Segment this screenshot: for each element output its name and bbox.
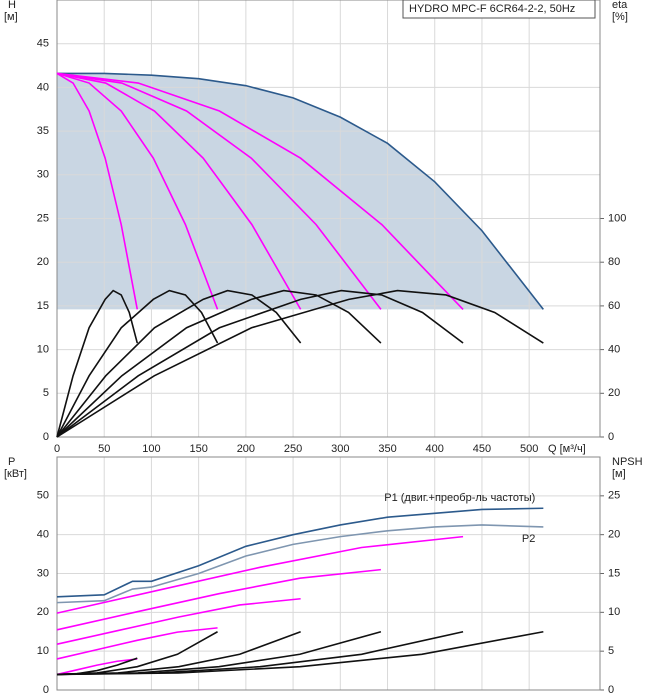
curve — [56, 289, 139, 438]
y-tick-label: 40 — [37, 81, 49, 93]
x-axis-label: Q [м³/ч] — [548, 443, 586, 455]
curve — [56, 630, 544, 676]
curve — [56, 627, 218, 660]
y-tick-label: 0 — [43, 684, 49, 696]
y-tick-label: 20 — [37, 256, 49, 268]
y2-axis-label: eta — [612, 0, 628, 11]
curve-label: P1 (двиг.+преобр-ль частоты) — [384, 492, 535, 504]
y-tick-label: 40 — [37, 529, 49, 541]
y-axis-unit: [м] — [4, 11, 18, 23]
curve — [56, 524, 544, 604]
x-tick-label: 500 — [520, 443, 538, 455]
operating-area — [57, 73, 544, 310]
x-tick-label: 400 — [426, 443, 444, 455]
y2-tick-label: 10 — [608, 606, 620, 618]
y2-tick-label: 0 — [608, 684, 614, 696]
y-tick-label: 45 — [37, 38, 49, 50]
title-box — [402, 0, 596, 19]
curve — [56, 289, 219, 438]
y2-tick-label: 80 — [608, 256, 620, 268]
y-tick-label: 5 — [43, 387, 49, 399]
curve — [56, 289, 544, 438]
y-tick-label: 10 — [37, 344, 49, 356]
curve — [57, 72, 544, 310]
y-tick-label: 30 — [37, 169, 49, 181]
x-tick-label: 0 — [54, 443, 60, 455]
plot-border — [56, 456, 601, 691]
curve — [56, 507, 544, 598]
y2-tick-label: 20 — [608, 529, 620, 541]
y2-tick-label: 100 — [608, 212, 626, 224]
curve — [56, 658, 138, 676]
curve — [56, 289, 464, 438]
curve — [56, 72, 464, 310]
x-tick-label: 300 — [331, 443, 349, 455]
y2-tick-label: 40 — [608, 344, 620, 356]
curve — [56, 535, 464, 614]
y2-axis-unit: [м] — [612, 468, 626, 480]
y-tick-label: 25 — [37, 212, 49, 224]
x-tick-label: 50 — [98, 443, 110, 455]
y2-axis-label: NPSH — [612, 456, 643, 468]
curve — [56, 72, 139, 310]
y2-tick-label: 5 — [608, 645, 614, 657]
x-tick-label: 450 — [473, 443, 491, 455]
y2-tick-label: 15 — [608, 567, 620, 579]
curve-label: P2 — [522, 533, 535, 545]
curve — [56, 568, 381, 631]
y-tick-label: 10 — [37, 645, 49, 657]
y-tick-label: 15 — [37, 300, 49, 312]
curve — [56, 72, 302, 310]
y2-tick-label: 60 — [608, 300, 620, 312]
y2-tick-label: 0 — [608, 431, 614, 443]
y-axis-label: P — [8, 456, 15, 468]
y-axis-unit: [кВт] — [4, 468, 27, 480]
y-tick-label: 30 — [37, 567, 49, 579]
curve — [56, 72, 219, 310]
y-tick-label: 0 — [43, 431, 49, 443]
curve — [56, 289, 382, 438]
chart-title: HYDRO MPC-F 6CR64-2-2, 50Hz — [409, 3, 575, 15]
y-tick-label: 20 — [37, 606, 49, 618]
y-axis-label: H — [8, 0, 16, 11]
y2-tick-label: 25 — [608, 490, 620, 502]
x-tick-label: 100 — [142, 443, 160, 455]
x-tick-label: 250 — [284, 443, 302, 455]
y-tick-label: 50 — [37, 490, 49, 502]
plot-border — [56, 0, 601, 438]
curve — [56, 597, 301, 645]
x-tick-label: 350 — [378, 443, 396, 455]
y-tick-label: 35 — [37, 125, 49, 137]
x-tick-label: 150 — [189, 443, 207, 455]
y2-axis-unit: [%] — [612, 11, 628, 23]
y2-tick-label: 20 — [608, 387, 620, 399]
x-tick-label: 200 — [237, 443, 255, 455]
curve — [56, 72, 382, 310]
